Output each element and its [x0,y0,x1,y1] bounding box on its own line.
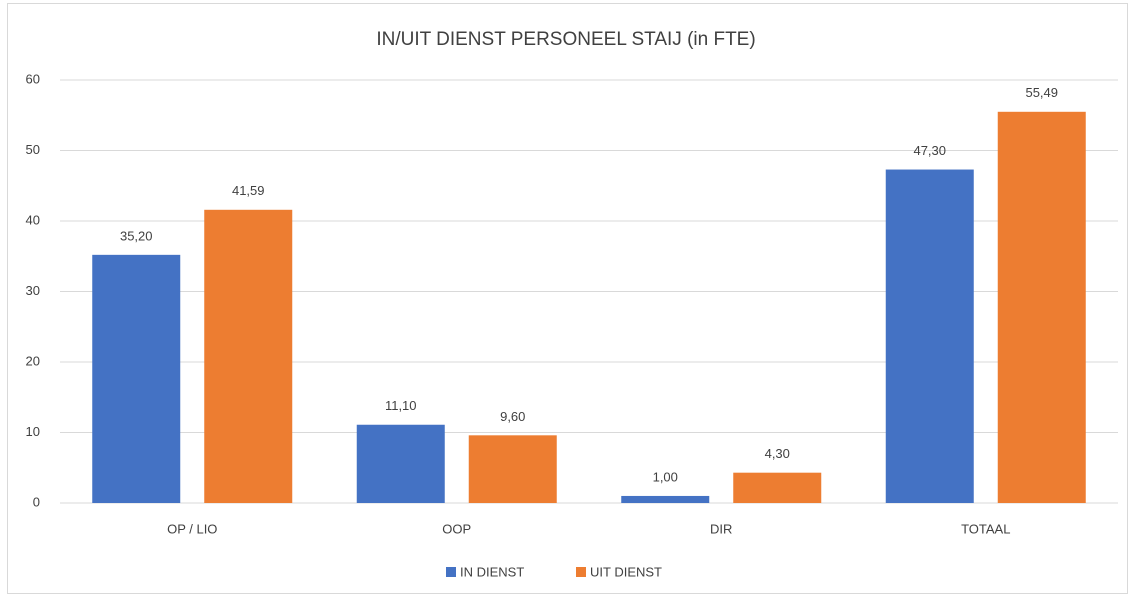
data-label: 55,49 [1025,85,1058,100]
legend-label: UIT DIENST [590,564,662,579]
bar [885,169,974,503]
y-tick-label: 60 [26,71,40,86]
y-tick-label: 0 [33,494,40,509]
data-label: 4,30 [765,446,790,461]
bar [468,435,557,503]
bar [997,111,1086,503]
data-label: 47,30 [913,143,946,158]
bar [92,254,181,503]
data-label: 1,00 [653,469,678,484]
y-tick-label: 30 [26,283,40,298]
bar [356,424,445,503]
data-label: 41,59 [232,183,265,198]
x-tick-label: DIR [710,521,732,536]
y-tick-label: 40 [26,212,40,227]
x-tick-label: OOP [442,521,471,536]
bar [621,495,710,503]
x-tick-label: OP / LIO [167,521,217,536]
legend-swatch [576,567,586,577]
bar [204,209,293,503]
y-tick-label: 20 [26,353,40,368]
chart-title: IN/UIT DIENST PERSONEEL STAIJ (in FTE) [376,29,755,50]
legend-label: IN DIENST [460,564,524,579]
legend-swatch [446,567,456,577]
y-tick-label: 50 [26,142,40,157]
y-tick-label: 10 [26,424,40,439]
data-label: 35,20 [120,228,153,243]
x-tick-label: TOTAAL [961,521,1010,536]
data-label: 11,10 [385,398,417,413]
data-label: 9,60 [500,409,525,424]
bar [733,472,822,503]
